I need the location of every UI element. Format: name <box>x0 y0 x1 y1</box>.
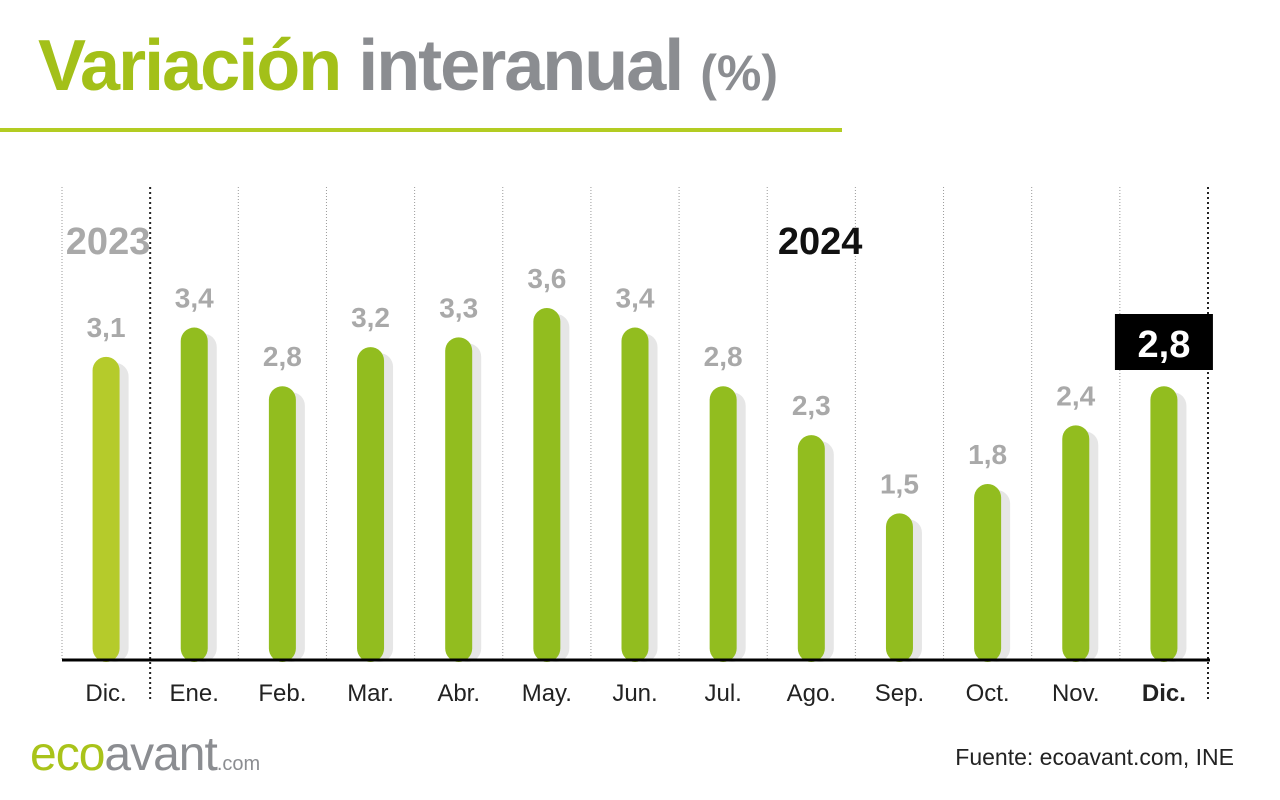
bar <box>533 308 561 662</box>
bar-value-label: 3,4 <box>175 283 214 314</box>
x-tick-label: Ago. <box>787 680 836 707</box>
bar-value-label: 3,2 <box>351 302 390 333</box>
x-tick-label: Nov. <box>1052 680 1100 707</box>
x-tick-label: Oct. <box>966 680 1010 707</box>
year-label-2023: 2023 <box>66 221 151 263</box>
logo-dotcom: .com <box>216 753 261 775</box>
bar <box>974 484 1002 662</box>
bar <box>797 435 825 662</box>
bar-value-label: 1,5 <box>880 468 919 499</box>
bar <box>180 327 208 662</box>
logo-eco: eco <box>30 728 105 781</box>
logo-avant: avant <box>104 728 217 781</box>
bar-value-label: 2,3 <box>792 390 831 421</box>
x-tick-label: Jun. <box>612 680 657 707</box>
ecoavant-logo: ecoavant.com <box>30 727 260 792</box>
x-tick-label: Jul. <box>704 680 741 707</box>
bar <box>357 347 385 662</box>
x-tick-label: Ene. <box>170 680 219 707</box>
bar-value-label-highlight: 2,8 <box>1138 324 1191 366</box>
title-unit: (%) <box>700 45 779 101</box>
x-tick-label: Dic. <box>1142 680 1186 707</box>
x-tick-label: Sep. <box>875 680 924 707</box>
x-tick-label: May. <box>522 680 572 707</box>
bar <box>709 386 737 662</box>
bar <box>445 337 473 662</box>
x-tick-label: Dic. <box>85 680 126 707</box>
title-part-interanual: interanual <box>358 26 684 106</box>
bar <box>885 513 913 662</box>
title-underline <box>0 128 842 132</box>
title-part-variacion: Variación <box>38 26 342 106</box>
bar-value-label: 2,4 <box>1056 380 1095 411</box>
bar <box>92 356 120 662</box>
bar <box>1150 386 1178 662</box>
bar <box>268 386 296 662</box>
bar-value-label: 2,8 <box>263 341 302 372</box>
source-note: Fuente: ecoavant.com, INE <box>955 744 1234 770</box>
x-tick-label: Mar. <box>347 680 394 707</box>
bar <box>621 327 649 662</box>
x-tick-label: Abr. <box>437 680 480 707</box>
bar-value-label: 2,8 <box>704 341 743 372</box>
bar-value-label: 3,3 <box>439 292 478 323</box>
highlight-value-box <box>1114 314 1213 370</box>
chart-title: Variación interanual (%) <box>38 22 778 117</box>
bar-value-label: 3,4 <box>616 283 655 314</box>
bar-value-label: 3,1 <box>87 312 126 343</box>
x-tick-label: Feb. <box>258 680 306 707</box>
bar <box>1062 425 1090 662</box>
bar-value-label: 3,6 <box>527 263 566 294</box>
bar-value-label: 1,8 <box>968 439 1007 470</box>
year-label-2024: 2024 <box>778 221 863 263</box>
